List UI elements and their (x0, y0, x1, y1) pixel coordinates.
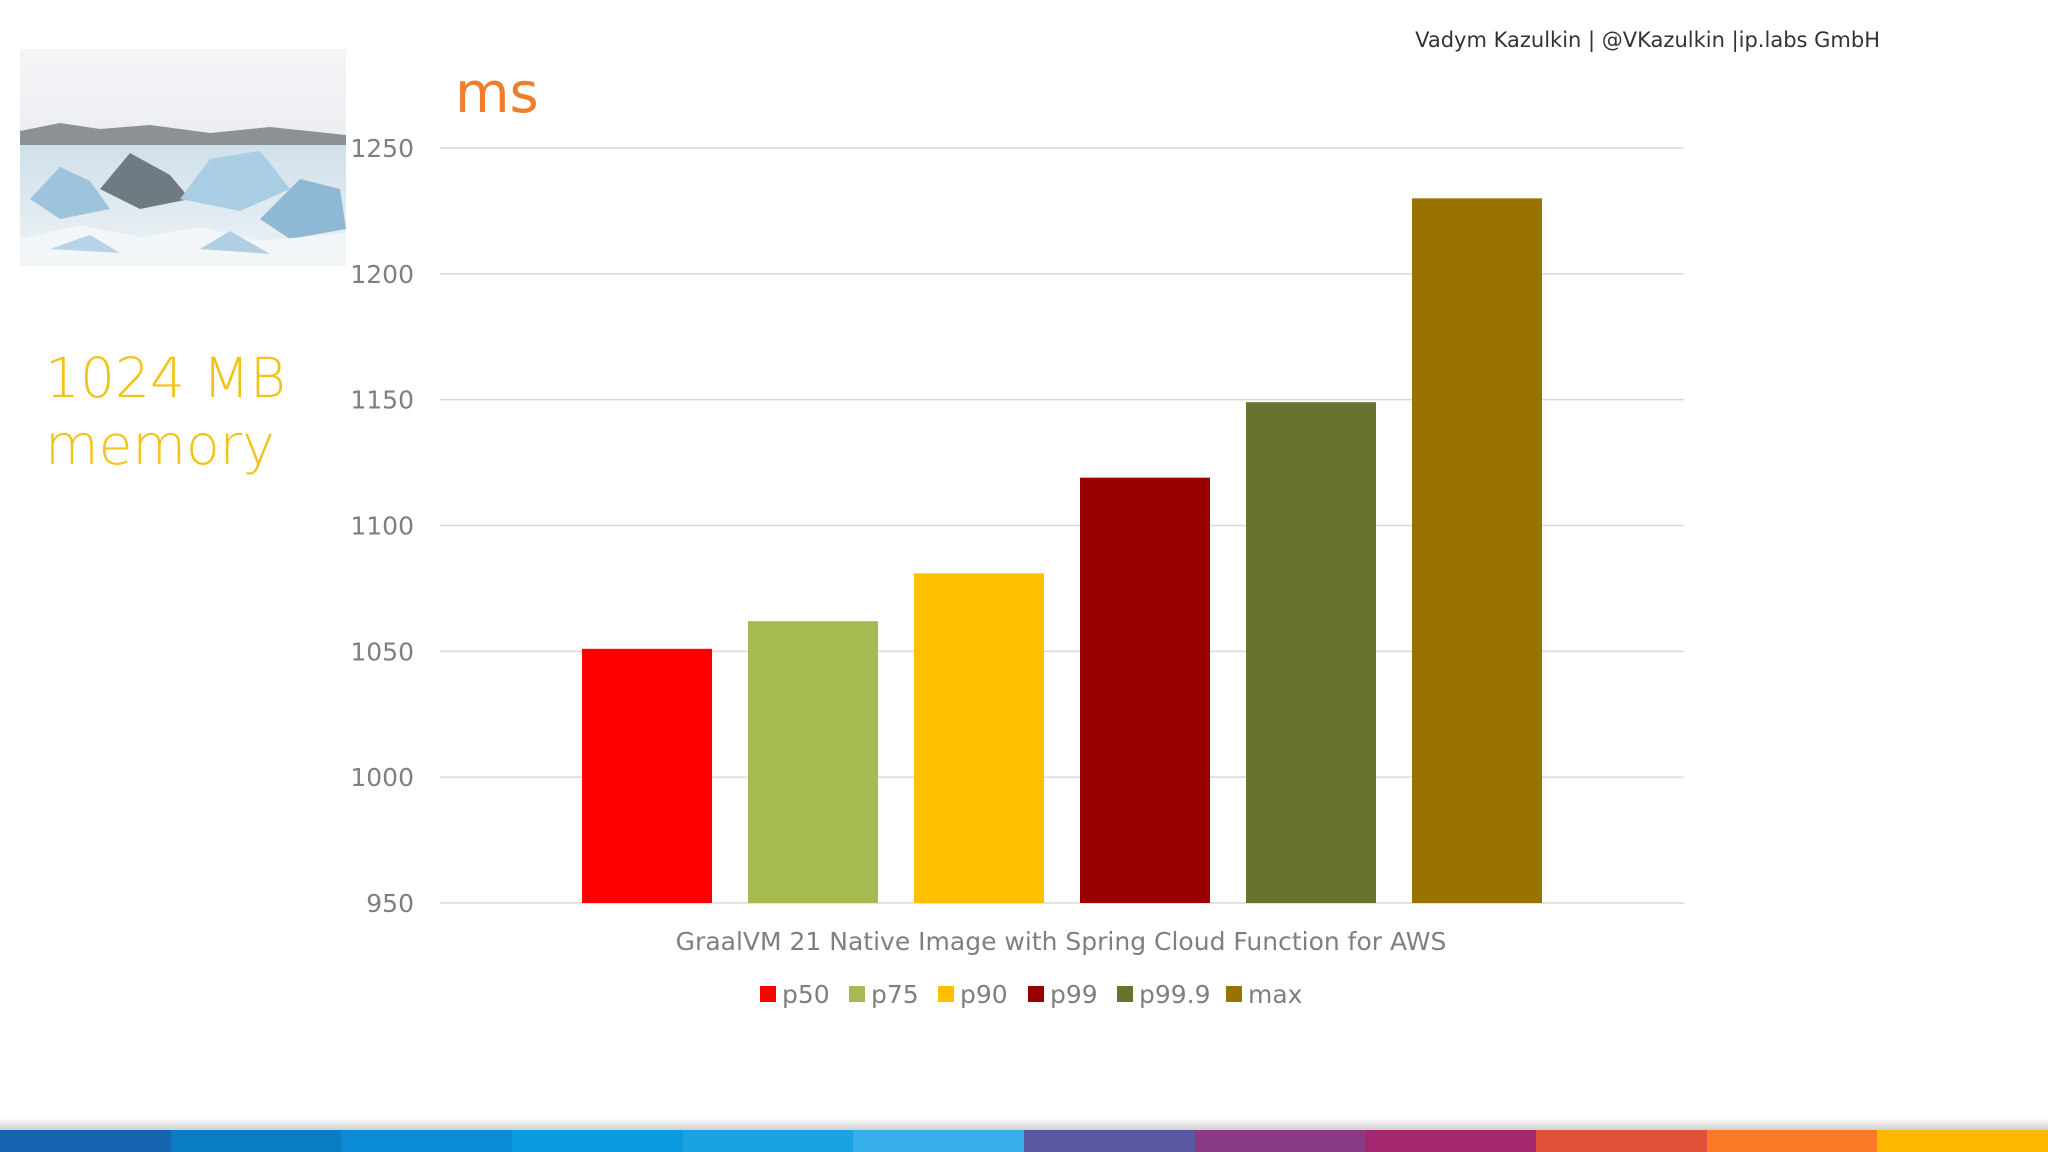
footer-color-segment (341, 1130, 513, 1152)
legend-label: p50 (782, 980, 830, 1009)
footer-color-segment (1536, 1130, 1707, 1152)
footer-color-segment (170, 1130, 342, 1152)
memory-line-1: 1024 MB (45, 346, 286, 410)
bar-p99-9 (1246, 402, 1376, 903)
author-credit: Vadym Kazulkin | @VKazulkin |ip.labs Gmb… (1415, 28, 1880, 52)
footer-color-segment (1194, 1130, 1366, 1152)
footer-shadow (0, 1118, 2048, 1130)
footer-color-segment (682, 1130, 854, 1152)
y-tick-label: 1200 (350, 260, 414, 289)
footer-color-segment (1706, 1130, 1878, 1152)
legend-label: p90 (960, 980, 1008, 1009)
y-tick-label: 1250 (350, 134, 414, 163)
y-tick-label: 1000 (350, 763, 414, 792)
legend-swatch (849, 986, 865, 1002)
y-tick-label: 1050 (350, 637, 414, 666)
footer-color-segment (1024, 1130, 1195, 1152)
footer-color-segment (853, 1130, 1025, 1152)
footer-color-segment (1877, 1130, 2048, 1152)
footer-color-segment (1365, 1130, 1537, 1152)
footer-color-strip (0, 1130, 2048, 1152)
legend-label: p99 (1050, 980, 1098, 1009)
glacier-photo (20, 49, 346, 266)
legend-swatch (760, 986, 776, 1002)
legend-label: p99.9 (1139, 980, 1211, 1009)
legend-swatch (1226, 986, 1242, 1002)
memory-label: 1024 MB memory (45, 345, 286, 479)
y-tick-label: 950 (366, 889, 414, 918)
legend-swatch (1028, 986, 1044, 1002)
legend-label: p75 (871, 980, 919, 1009)
footer-color-segment (512, 1130, 683, 1152)
legend-label: max (1248, 980, 1302, 1009)
bar-max (1412, 198, 1542, 904)
bar-p50 (582, 648, 712, 903)
bar-p99 (1080, 477, 1210, 903)
memory-line-2: memory (45, 413, 275, 477)
bar-p90 (914, 573, 1044, 903)
legend-swatch (1117, 986, 1133, 1002)
chart-title: ms (455, 61, 539, 126)
y-tick-label: 1150 (350, 386, 414, 415)
legend-swatch (938, 986, 954, 1002)
bar-p75 (748, 621, 878, 903)
x-category-label: GraalVM 21 Native Image with Spring Clou… (676, 927, 1447, 956)
footer-color-segment (0, 1130, 171, 1152)
y-tick-label: 1100 (350, 512, 414, 541)
